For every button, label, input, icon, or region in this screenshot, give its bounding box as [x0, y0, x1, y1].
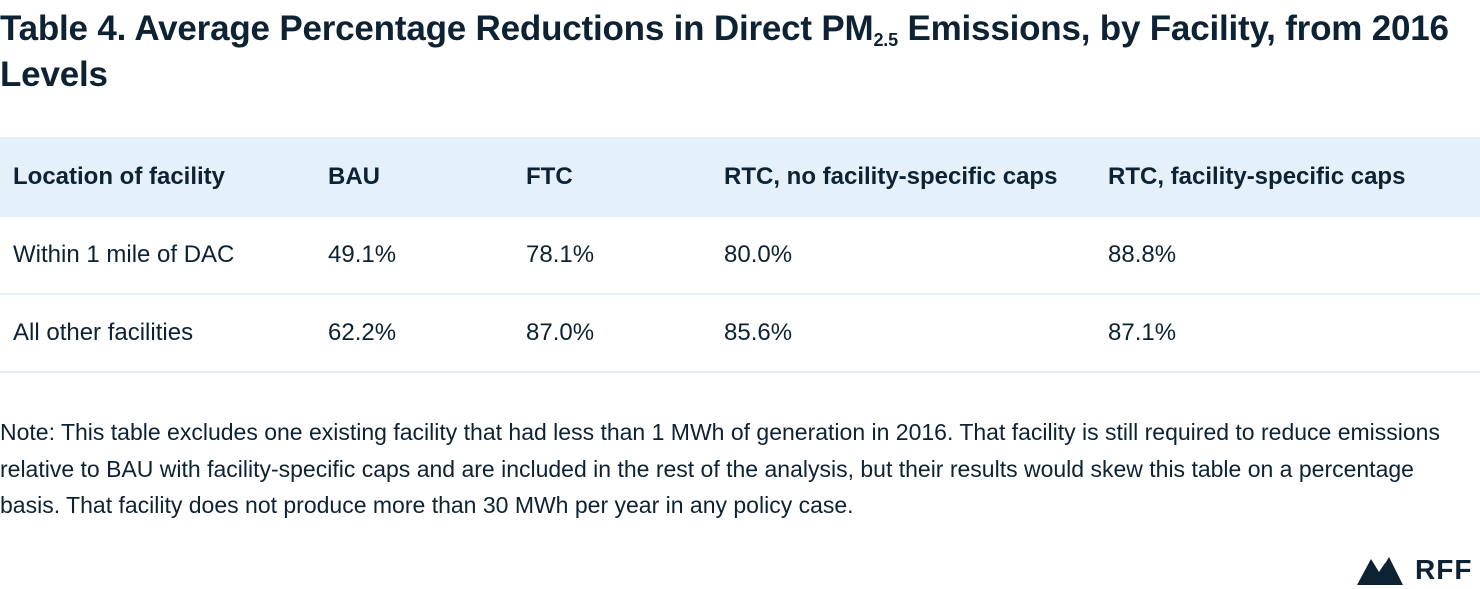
table-cell-bau: 49.1% [328, 241, 397, 268]
data-table: Location of facility BAU FTC RTC, no fac… [0, 137, 1480, 373]
table-note: Note: This table excludes one existing f… [0, 419, 1440, 518]
mountain-logo-icon [1357, 555, 1407, 585]
table-cell-rtc-no-caps: 80.0% [724, 241, 793, 268]
rff-logo: RFF [1357, 554, 1472, 586]
header-bau: BAU [328, 163, 380, 190]
logo-text: RFF [1415, 554, 1473, 585]
header-location: Location of facility [13, 163, 226, 190]
title-text: Table 4. Average Percentage Reductions i… [0, 9, 874, 48]
table-title: Table 4. Average Percentage Reductions i… [0, 6, 1470, 98]
table-cell-ftc: 87.0% [526, 319, 595, 346]
table-cell-rtc-no-caps: 85.6% [724, 319, 793, 346]
header-ftc: FTC [526, 163, 573, 190]
table-row: Within 1 mile of DAC 49.1% 78.1% 80.0% 8… [0, 217, 1480, 295]
header-rtc-caps: RTC, facility-specific caps [1108, 163, 1406, 190]
table-cell-bau: 62.2% [328, 319, 397, 346]
table-cell-rtc-caps: 87.1% [1108, 319, 1177, 346]
table-cell-rtc-caps: 88.8% [1108, 241, 1177, 268]
title-subscript: 2.5 [873, 30, 899, 50]
table-cell-location: All other facilities [13, 319, 194, 346]
title-text-continued: Emissions, by Facility, from 2016 Levels [0, 9, 1449, 94]
table-cell-ftc: 78.1% [526, 241, 595, 268]
table-row: All other facilities 62.2% 87.0% 85.6% 8… [0, 295, 1480, 373]
table-cell-location: Within 1 mile of DAC [13, 241, 235, 268]
table-header-row: Location of facility BAU FTC RTC, no fac… [0, 137, 1480, 217]
header-rtc-no-caps: RTC, no facility-specific caps [724, 163, 1058, 190]
